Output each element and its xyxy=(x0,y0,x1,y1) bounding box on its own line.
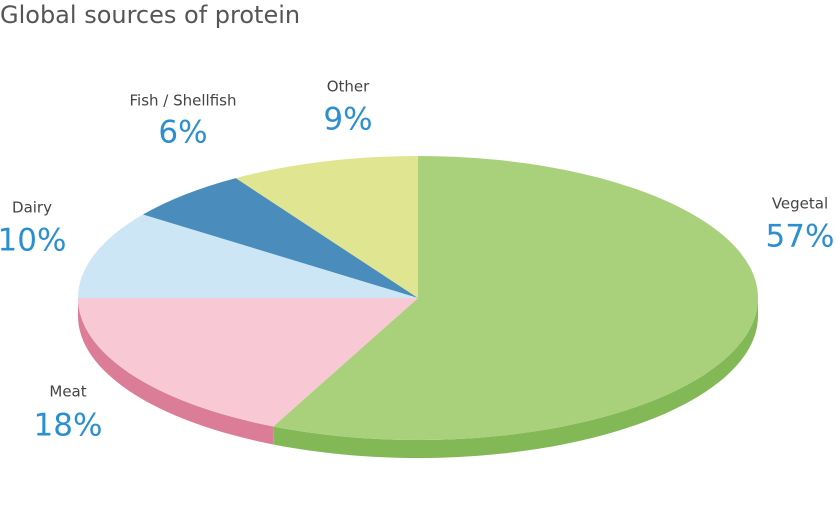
slice xyxy=(78,298,418,427)
slice xyxy=(142,178,419,298)
slice-side xyxy=(78,298,274,445)
slice-label: Fish / Shellfish xyxy=(130,92,237,110)
slice-label: Other xyxy=(327,78,370,96)
slice-value-label: 18% xyxy=(34,408,103,444)
slice-label: Vegetal xyxy=(772,195,828,213)
slice-side xyxy=(273,298,758,458)
chart-title: Global sources of protein xyxy=(0,1,300,29)
slice-value-label: 57% xyxy=(766,219,835,255)
slice-label: Meat xyxy=(49,383,86,401)
slice-value-label: 6% xyxy=(158,115,207,151)
slice-value-label: 9% xyxy=(323,102,372,138)
slice xyxy=(273,156,759,440)
slice-label: Dairy xyxy=(12,199,52,217)
slice-value-label: 10% xyxy=(0,223,66,259)
slice xyxy=(235,156,418,298)
slice xyxy=(78,214,418,298)
